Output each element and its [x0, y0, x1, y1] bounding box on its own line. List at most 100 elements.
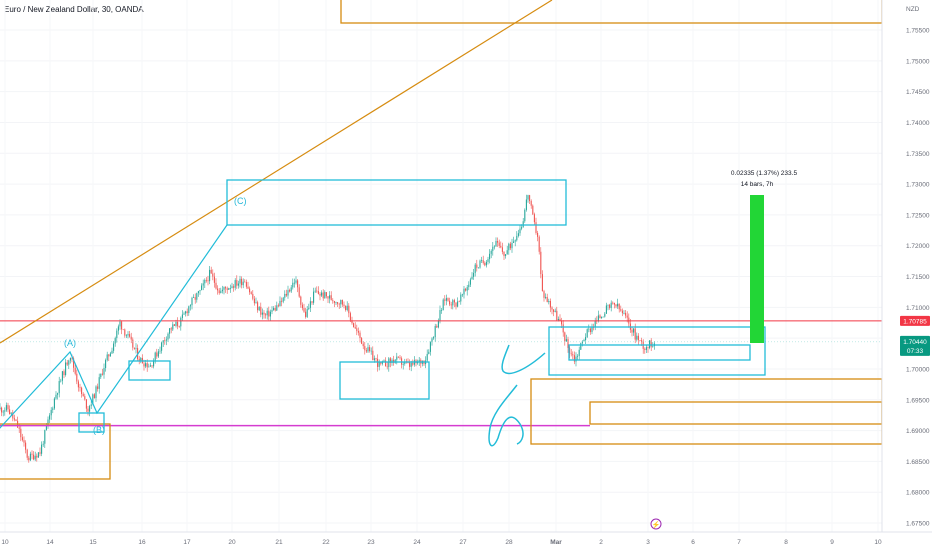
candle-body [617, 303, 619, 307]
candle-body [282, 297, 284, 302]
candle-body [116, 330, 118, 339]
candle-body [428, 351, 430, 354]
candle-body [13, 418, 15, 420]
candle-body [500, 245, 502, 248]
candle-body [309, 301, 311, 308]
x-tick-label: 2 [599, 539, 603, 546]
x-tick-label: 17 [183, 539, 191, 546]
candle-body [109, 353, 111, 357]
candle-body [506, 250, 508, 255]
candle-body [589, 328, 591, 333]
x-tick-label: 8 [784, 539, 788, 546]
candle-body [175, 321, 177, 326]
y-tick-label: 1.73000 [906, 182, 930, 189]
y-tick-label: 1.72500 [906, 212, 930, 219]
y-tick-label: 1.74000 [906, 120, 930, 127]
candle-body [471, 276, 473, 280]
candle-body [631, 329, 633, 333]
candle-body [186, 311, 188, 314]
candle-body [444, 299, 446, 301]
candle-body [442, 299, 444, 311]
drawing-layer[interactable]: (A) (B) (C) 0.02335 (1.37%) 233.5 14 bars, 7… [0, 0, 883, 480]
candle-body [87, 408, 89, 412]
candle-body [317, 291, 319, 294]
candle-body [354, 327, 356, 329]
candle-body [73, 358, 75, 368]
candle-body [588, 328, 590, 330]
candle-body [157, 351, 159, 357]
candle-body [548, 300, 550, 303]
candle-body [0, 407, 1, 409]
candle-body [247, 286, 249, 289]
candle-body [306, 309, 308, 317]
candle-body [349, 313, 351, 321]
candle-body [562, 324, 564, 333]
candle-body [153, 360, 155, 367]
candle-body [231, 286, 233, 289]
candle-body [353, 323, 355, 328]
candle-body [399, 357, 401, 359]
candle-body [404, 361, 406, 364]
x-tick-label: 7 [737, 539, 741, 546]
candle-body [100, 373, 102, 378]
candle-body [463, 288, 465, 295]
candle-body [269, 311, 271, 317]
candle-body [63, 371, 65, 376]
candle-body [9, 409, 11, 415]
orange-zone-top [340, 0, 883, 24]
candle-body [533, 214, 535, 223]
candle-body [476, 264, 478, 268]
candle-body [77, 381, 79, 388]
candle-body [60, 380, 62, 382]
y-tick-label: 1.69500 [906, 397, 930, 404]
candle-body [644, 348, 646, 350]
resistance-price-tag [900, 315, 930, 326]
candle-body [493, 246, 495, 248]
candle-body [81, 387, 83, 394]
x-tick-label: 21 [275, 539, 283, 546]
candle-body [250, 292, 252, 294]
candle-body [543, 291, 545, 298]
event-marker [650, 518, 662, 530]
candle-body [615, 304, 617, 307]
candle-body [253, 298, 255, 304]
candle-body [18, 427, 20, 429]
candle-body [252, 293, 254, 299]
candle-body [477, 267, 479, 269]
candle-body [164, 340, 166, 341]
candle-body [90, 404, 92, 407]
candle-body [305, 311, 307, 317]
candle-body [633, 328, 635, 333]
candle-body [156, 352, 158, 357]
candle-body [385, 360, 387, 367]
candle-body [255, 302, 257, 304]
candle-body [308, 307, 310, 310]
cyan-box-c [226, 179, 567, 226]
candle-body [143, 363, 145, 367]
candle-body [245, 282, 247, 287]
price-axis[interactable]: NZD 1.75500 1.75000 1.74500 1.74000 1.73500 1.… [881, 0, 932, 550]
candle-body [44, 430, 46, 444]
candle-body [637, 335, 639, 341]
candle-body [244, 281, 246, 283]
candle-body [505, 254, 507, 256]
candle-body [293, 282, 295, 284]
candle-body [583, 340, 585, 342]
candle-body [205, 279, 207, 281]
candle-body [138, 359, 140, 362]
candle-body [599, 315, 601, 319]
candle-body [95, 386, 97, 399]
candle-body [93, 394, 95, 399]
candle-body [281, 300, 283, 302]
candle-body [561, 320, 563, 325]
candle-body [341, 299, 343, 305]
candle-body [127, 334, 129, 336]
candle-body [479, 260, 481, 268]
candle-body [586, 329, 588, 338]
last-price-tag [900, 335, 930, 356]
candle-body [484, 263, 486, 266]
time-axis[interactable]: 10 14 15 16 17 20 21 22 23 24 27 28 Mar 2 3 6 7 8 9 10⚡ [0, 518, 932, 546]
candle-body [234, 280, 236, 288]
candle-body [268, 310, 270, 317]
